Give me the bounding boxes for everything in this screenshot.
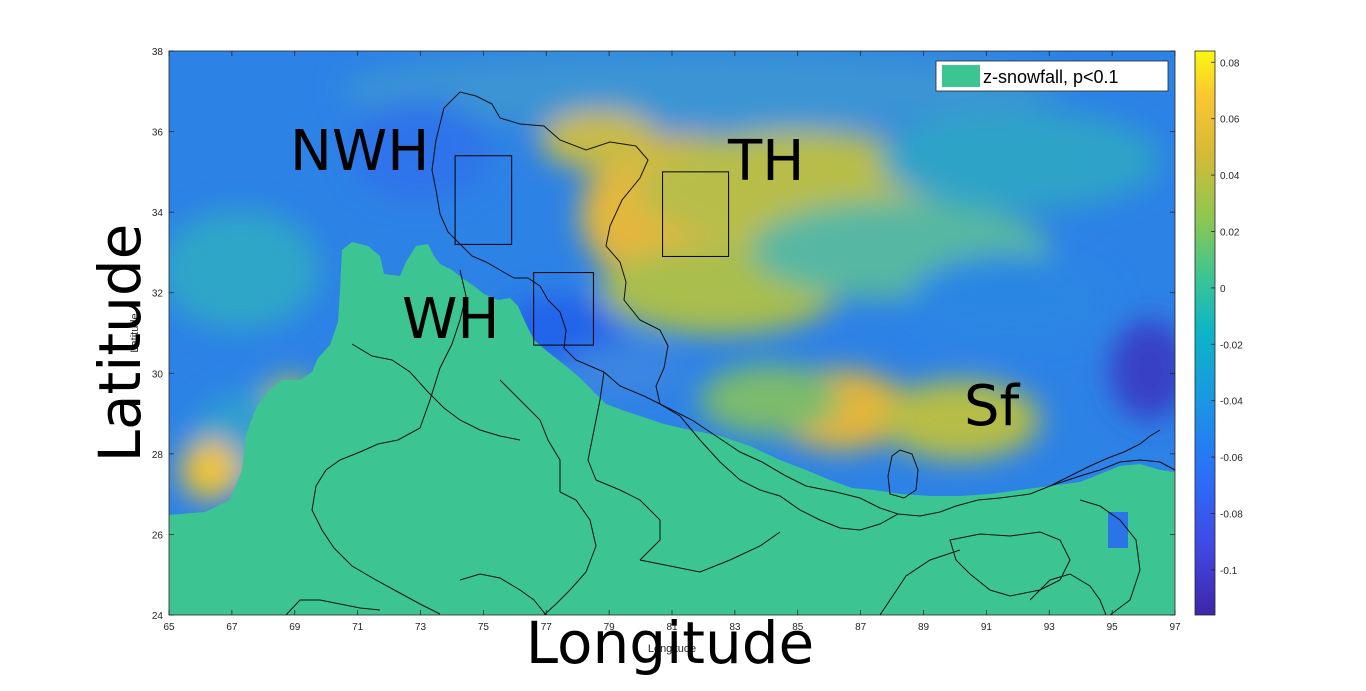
y-tick-label: 36: [152, 128, 164, 139]
y-tick-label: 32: [152, 289, 164, 300]
region-boxes: [454, 155, 730, 346]
colorbar-tick-label: 0.08: [1220, 58, 1240, 69]
x-tick-label: 75: [478, 622, 490, 633]
x-axis-label: Longitude: [526, 609, 814, 677]
border-lines: [285, 91, 1175, 615]
y-axis-label: Latitude: [86, 224, 154, 463]
colorbar-ticks: 0.08 0.06 0.04 0.02 0 -0.02 -0.04 -0.06 -0.08 -0.…: [1211, 58, 1243, 577]
map-plot-area: [169, 51, 1175, 615]
x-tick-label: 81: [666, 622, 678, 633]
x-tick-label: 97: [1169, 622, 1181, 633]
x-tick-label: 83: [729, 622, 741, 633]
x-tick-label: 77: [541, 622, 553, 633]
x-tick-label: 91: [981, 622, 993, 633]
x-tick-label: 71: [352, 622, 364, 633]
legend: z-snowfall, p<0.1: [935, 60, 1169, 92]
region-label-nwh: NWH: [290, 119, 429, 184]
colorbar-tick-label: 0: [1220, 284, 1226, 295]
colorbar-tick-label: 0.06: [1220, 115, 1240, 126]
x-tick-label: 73: [415, 622, 427, 633]
y-tick-label: 26: [152, 530, 164, 541]
region-box-th: [662, 171, 730, 257]
colorbar-tick-label: 0.04: [1220, 171, 1240, 182]
colorbar-tick-label: 0.02: [1220, 227, 1240, 238]
x-tick-label: 67: [226, 622, 238, 633]
colorbar-tick-label: -0.06: [1220, 453, 1243, 464]
colorbar-tick-label: -0.08: [1220, 509, 1243, 520]
y-axis-label-small: Latitude: [129, 313, 141, 352]
x-tick-label: 89: [918, 622, 930, 633]
x-axis-label-small: Longitude: [648, 643, 696, 655]
region-label-sf: Sf: [964, 374, 1021, 439]
y-tick-label: 38: [152, 47, 164, 58]
region-box-nwh: [454, 155, 513, 245]
x-tick-label: 79: [604, 622, 616, 633]
region-box-wh: [533, 272, 594, 346]
legend-swatch: [942, 65, 980, 87]
x-tick-label: 85: [792, 622, 804, 633]
x-tick-label: 93: [1044, 622, 1056, 633]
y-tick-label: 24: [152, 611, 164, 622]
x-axis: 65 67 69 71 73 75 77 79 81 83 85 87 89 91 93 95 97: [163, 51, 1181, 633]
x-tick-label: 87: [855, 622, 867, 633]
colorbar-tick-label: -0.02: [1220, 340, 1243, 351]
region-label-wh: WH: [402, 287, 499, 352]
colorbar-tick-label: -0.1: [1220, 566, 1238, 577]
y-tick-label: 30: [152, 369, 164, 380]
nonsignificant-region: [169, 242, 1175, 615]
y-tick-label: 34: [152, 208, 164, 219]
region-label-th: TH: [727, 129, 804, 194]
colorbar-gradient: [1194, 50, 1216, 616]
x-tick-label: 65: [163, 622, 175, 633]
x-tick-label: 69: [289, 622, 301, 633]
legend-label: z-snowfall, p<0.1: [983, 67, 1119, 87]
nonsignificant-patch: [1108, 512, 1128, 548]
y-tick-label: 28: [152, 450, 164, 461]
y-axis: 24 26 28 30 32 34 36 38: [152, 47, 1175, 622]
colorbar-tick-label: -0.04: [1220, 397, 1243, 408]
x-tick-label: 95: [1107, 622, 1119, 633]
colorbar: 0.08 0.06 0.04 0.02 0 -0.02 -0.04 -0.06 -0.08 -0.…: [1194, 50, 1243, 616]
